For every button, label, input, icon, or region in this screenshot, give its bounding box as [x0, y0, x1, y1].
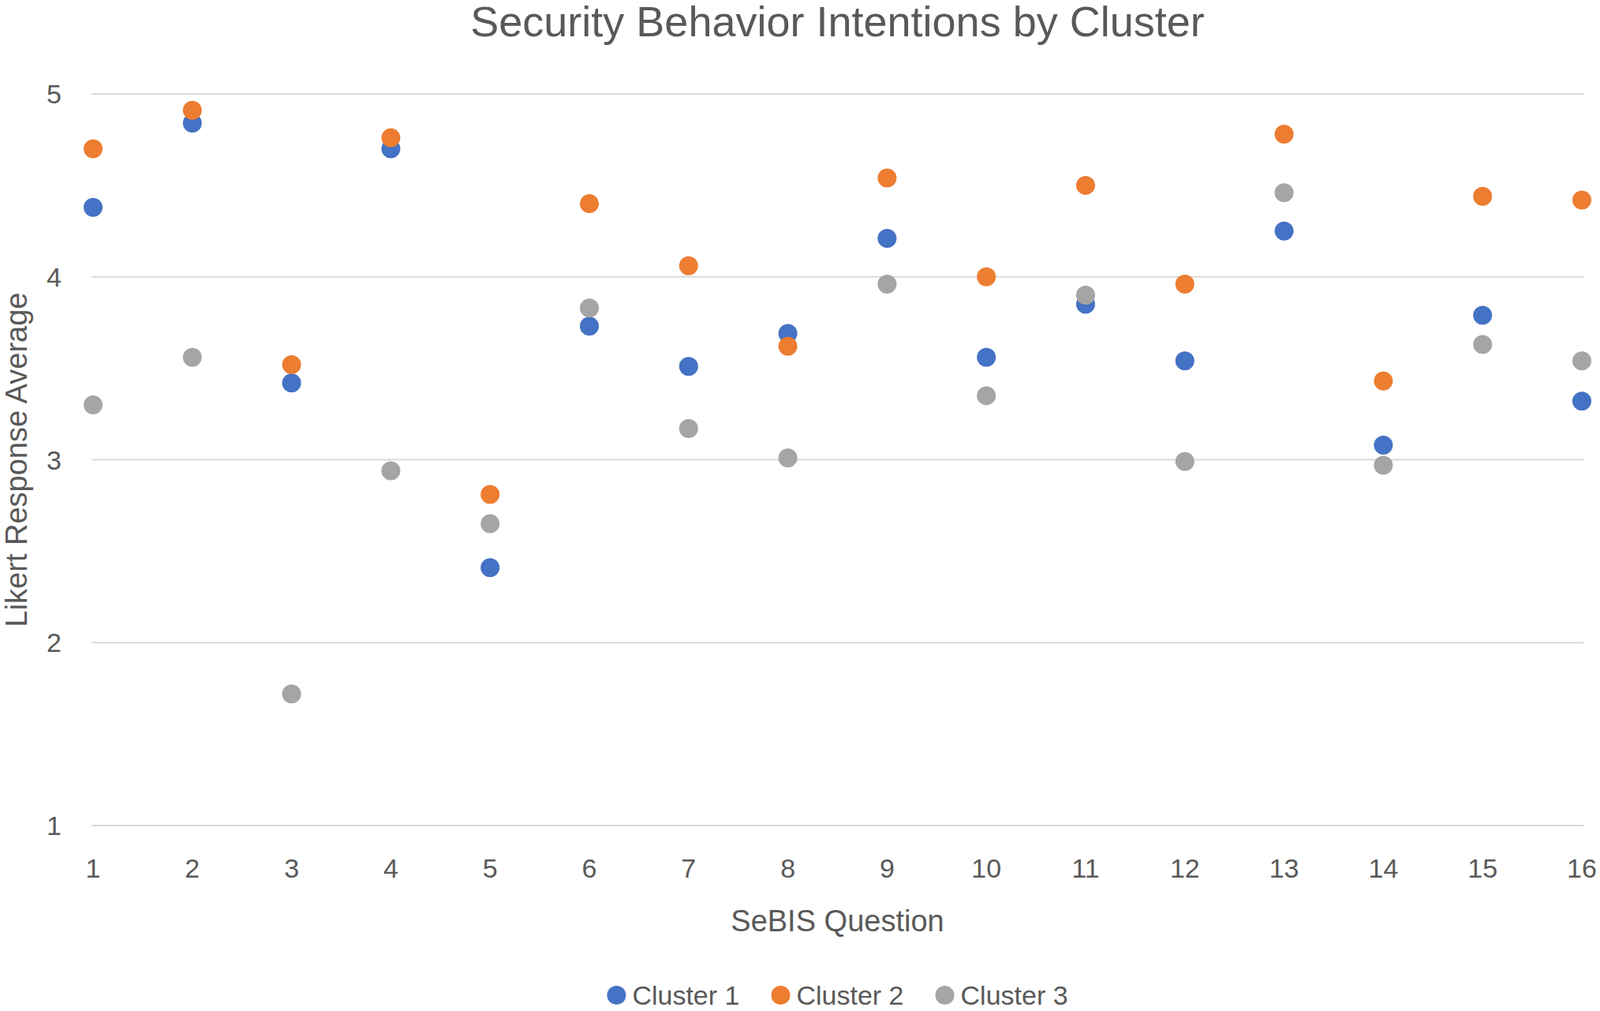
point: [1572, 391, 1592, 411]
point: [877, 274, 897, 294]
point: [480, 485, 500, 505]
point: [1472, 334, 1492, 354]
point: [1274, 183, 1294, 202]
chart: Security Behavior Intentions by Cluster 1…: [0, 0, 1600, 1011]
y-tick-label: 2: [46, 627, 62, 658]
point: [83, 198, 103, 217]
point: [679, 418, 699, 438]
x-tick-label: 2: [184, 852, 200, 883]
x-tick-label: 14: [1368, 852, 1399, 883]
point: [83, 395, 103, 415]
x-tick-label: 4: [383, 852, 399, 883]
point: [282, 373, 302, 393]
point: [1373, 455, 1393, 475]
x-tick-label: 6: [582, 852, 598, 883]
point: [877, 168, 897, 188]
point: [1076, 285, 1096, 305]
point: [976, 385, 996, 405]
point: [679, 256, 699, 276]
x-axis-title: SeBIS Question: [730, 904, 944, 938]
point: [282, 355, 302, 374]
point: [877, 228, 897, 248]
point: [976, 347, 996, 367]
point: [1373, 435, 1393, 455]
title: Security Behavior Intentions by Cluster: [470, 0, 1204, 45]
point: [976, 267, 996, 287]
x-tick-label: 3: [284, 852, 300, 883]
x-tick-label: 5: [482, 852, 498, 883]
grid-line: [91, 824, 1584, 827]
point: [1472, 186, 1492, 206]
x-tick-label: 12: [1170, 852, 1200, 883]
x-tick-label: 9: [879, 852, 895, 883]
x-tick-label: 11: [1071, 852, 1100, 883]
legend-marker: [606, 985, 626, 1005]
point: [778, 336, 798, 356]
y-tick-label: 5: [46, 78, 62, 109]
legend-label: Cluster 1: [631, 979, 740, 1010]
point: [1572, 351, 1592, 371]
y-axis-title: Likert Response Average: [0, 292, 34, 628]
point: [1175, 351, 1195, 371]
point: [381, 460, 400, 480]
y-tick-label: 1: [46, 810, 62, 841]
point: [679, 356, 699, 376]
point: [1472, 305, 1492, 325]
point: [1175, 452, 1195, 472]
x-tick-label: 16: [1566, 852, 1597, 883]
point: [480, 514, 500, 534]
point: [1175, 274, 1195, 294]
grid-line: [91, 641, 1584, 643]
grid-line: [91, 93, 1584, 95]
x-tick-label: 10: [971, 852, 1002, 883]
x-tick-label: 7: [680, 852, 696, 883]
point: [579, 316, 599, 336]
x-tick-label: 15: [1467, 852, 1498, 883]
point: [1274, 124, 1294, 144]
x-tick-label: 13: [1269, 852, 1300, 883]
background: [0, 0, 1600, 1011]
y-tick-label: 3: [46, 444, 62, 475]
point: [282, 684, 302, 703]
x-tick-label: 8: [780, 852, 796, 883]
grid-line: [91, 276, 1584, 278]
point: [1373, 371, 1393, 391]
point: [83, 139, 103, 159]
plot-area: [83, 100, 1592, 703]
x-tick-label: 1: [85, 852, 101, 883]
point: [183, 100, 202, 120]
point: [1076, 175, 1096, 195]
legend-marker: [770, 985, 790, 1005]
legend-label: Cluster 3: [960, 979, 1069, 1010]
point: [579, 298, 599, 318]
legend: Cluster 1 Cluster 2 Cluster 3: [606, 979, 1068, 1010]
point: [480, 557, 500, 577]
point: [183, 347, 202, 367]
point: [1572, 190, 1592, 210]
point: [579, 194, 599, 214]
y-tick-label: 4: [46, 261, 62, 292]
legend-label: Cluster 2: [796, 979, 904, 1010]
legend-marker: [935, 985, 955, 1005]
point: [778, 448, 798, 468]
grid-line: [91, 459, 1584, 461]
point: [1274, 221, 1294, 241]
point: [381, 128, 400, 148]
